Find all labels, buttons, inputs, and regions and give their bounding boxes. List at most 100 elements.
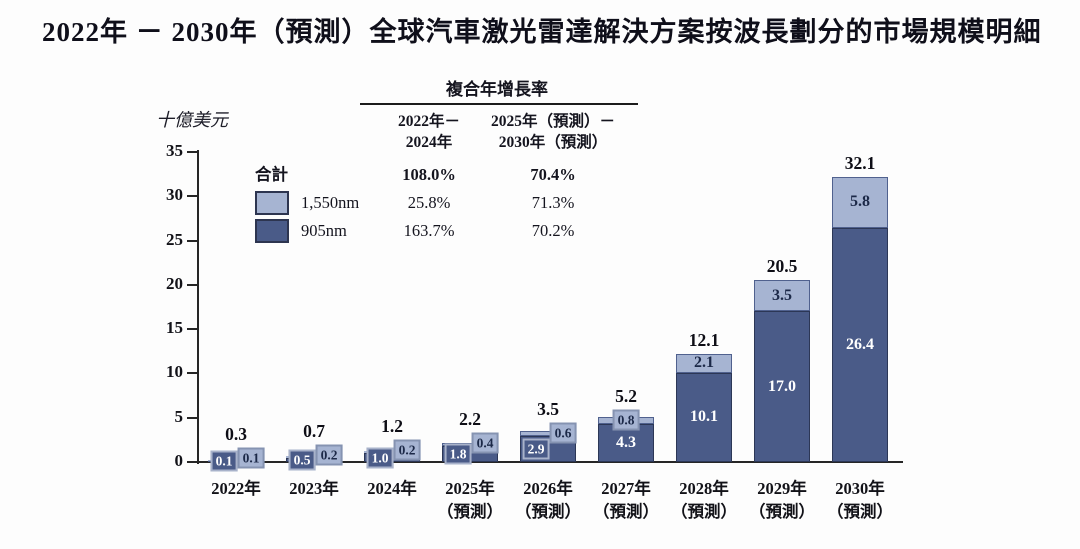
cagr-legend-row-905nm: 905nm 163.7% 70.2%: [0, 217, 1080, 245]
x-axis-category-line1: 2029年: [757, 479, 807, 498]
y-axis-tick-label: 20: [166, 273, 183, 293]
cagr-column-header-line2: 2024年: [405, 134, 453, 151]
cagr-value-total-historical: 108.0%: [402, 165, 456, 184]
cagr-value-total-forecast: 70.4%: [530, 165, 576, 184]
bar-segment-905nm: [754, 311, 810, 462]
y-axis-tick: [187, 283, 197, 286]
cagr-column-header-line1: 2025年（預測）－: [490, 113, 615, 130]
bar-value-1550nm: 0.2: [393, 439, 421, 461]
bar-total-label: 20.5: [766, 256, 798, 277]
x-axis-category-line2: （預測）: [671, 502, 737, 521]
y-axis-tick: [187, 195, 197, 198]
x-axis-category-label: 2023年: [289, 477, 339, 500]
legend-swatch-905nm: [255, 219, 289, 243]
x-axis-category-line2: （預測）: [515, 502, 581, 521]
cagr-value-1-550nm-forecast: 71.3%: [531, 193, 575, 212]
x-axis-category-line1: 2030年: [835, 479, 885, 498]
bar-value-1550nm: 0.4: [471, 432, 499, 454]
y-axis-tick: [187, 416, 197, 419]
bar-total-label: 3.5: [537, 399, 559, 420]
y-axis-tick-label: 30: [166, 185, 183, 205]
cagr-legend-row-1-550nm: 1,550nm 25.8% 71.3%: [0, 189, 1080, 217]
x-axis-category-line2: （預測）: [593, 502, 659, 521]
x-axis-category-line2: （預測）: [749, 502, 815, 521]
cagr-value-905nm-forecast: 70.2%: [531, 221, 575, 240]
y-axis-tick-label: 25: [166, 229, 183, 249]
bar-value-1550nm: 0.2: [315, 444, 343, 466]
y-axis-tick-label: 10: [166, 362, 183, 382]
bar-segment-905nm: [676, 372, 732, 462]
bar-value-1550nm: 0.8: [612, 409, 640, 431]
legend-label-905nm: 905nm: [301, 221, 347, 240]
bar-value-1550nm: 5.8: [850, 193, 870, 211]
bar-segment-1550nm: [676, 353, 732, 373]
bar-value-905nm: 0.1: [210, 450, 238, 472]
bar-value-1550nm: 3.5: [772, 286, 792, 304]
x-axis-category-label: 2027年 （預測）: [593, 477, 659, 523]
page-title: 2022年 － 2030年（預測）全球汽車激光雷達解決方案按波長劃分的市場規模明…: [42, 17, 1042, 47]
bar-total-label: 12.1: [688, 329, 720, 350]
y-axis-tick-label: 35: [166, 141, 183, 160]
bar-segment-1550nm: [754, 280, 810, 312]
bar-total-label: 1.2: [381, 416, 403, 437]
x-axis-category-label: 2024年: [367, 477, 417, 500]
bar-total-label: 32.1: [844, 152, 876, 173]
bar-total-label: 0.7: [303, 420, 325, 441]
x-axis-category-label: 2026年 （預測）: [515, 477, 581, 523]
cagr-column-header-line2: 2030年（預測）: [498, 134, 608, 151]
bar-value-1550nm: 2.1: [694, 354, 714, 372]
x-axis-category-label: 2030年 （預測）: [827, 477, 893, 523]
cagr-column-header-forecast: 2025年（預測）－ 2030年（預測）: [463, 111, 643, 153]
cagr-column-header-historical: 2022年－ 2024年: [364, 111, 494, 153]
x-axis-category-label: 2029年 （預測）: [749, 477, 815, 523]
legend-label-1-550nm: 1,550nm: [301, 193, 360, 212]
x-axis-line: [197, 461, 903, 463]
y-axis-tick-label: 0: [174, 451, 184, 470]
x-axis-category-line1: 2028年: [679, 479, 729, 498]
cagr-value-905nm-historical: 163.7%: [403, 221, 455, 240]
bar-value-905nm: 4.3: [616, 433, 636, 451]
x-axis-category-label: 2028年 （預測）: [671, 477, 737, 523]
y-axis-unit-label: 十億美元: [156, 110, 228, 130]
y-axis-line: [197, 150, 199, 464]
bar-value-905nm: 17.0: [768, 377, 796, 395]
x-axis-category-label: 2025年 （預測）: [437, 477, 503, 523]
x-axis-category-line1: 2024年: [367, 479, 417, 498]
y-axis-tick: [187, 151, 197, 153]
y-axis-tick: [187, 328, 197, 331]
cagr-legend-row-total: 合計 108.0% 70.4%: [0, 161, 1080, 189]
y-axis-tick: [187, 461, 197, 463]
x-axis-category-line1: 2022年: [211, 479, 261, 498]
bar-value-905nm: 1.8: [444, 443, 472, 465]
y-axis-tick-label: 5: [174, 406, 184, 426]
bar-value-1550nm: 0.6: [549, 422, 577, 444]
x-axis-category-line1: 2023年: [289, 479, 339, 498]
x-axis-category-label: 2022年: [211, 477, 261, 500]
bar-total-label: 2.2: [459, 409, 481, 430]
x-axis-category-line2: （預測）: [437, 502, 503, 521]
x-axis-category-line1: 2026年: [523, 479, 573, 498]
cagr-header-rule: [360, 103, 638, 105]
legend-swatch-1-550nm: [255, 191, 289, 215]
cagr-value-1-550nm-historical: 25.8%: [407, 193, 451, 212]
bar-value-905nm: 1.0: [366, 447, 394, 469]
bar-value-905nm: 0.5: [288, 449, 316, 471]
bar-segment-905nm: [832, 228, 888, 462]
y-axis-tick-label: 15: [166, 318, 183, 338]
bar-value-1550nm: 0.1: [237, 447, 265, 469]
x-axis-category-line2: （預測）: [827, 502, 893, 521]
x-axis-category-line1: 2025年: [445, 479, 495, 498]
bar-total-label: 5.2: [615, 386, 637, 407]
y-axis-tick: [187, 239, 197, 242]
y-axis-tick: [187, 372, 197, 375]
x-axis-category-line1: 2027年: [601, 479, 651, 498]
legend-label-total: 合計: [255, 165, 288, 184]
bar-value-905nm: 2.9: [522, 438, 550, 460]
cagr-table-title: 複合年增長率: [446, 80, 548, 99]
bar-value-905nm: 26.4: [846, 336, 874, 354]
bar-segment-1550nm: [832, 176, 888, 229]
cagr-column-header-line1: 2022年－: [397, 113, 460, 130]
bar-total-label: 0.3: [225, 424, 247, 445]
bar-value-905nm: 10.1: [690, 408, 718, 426]
